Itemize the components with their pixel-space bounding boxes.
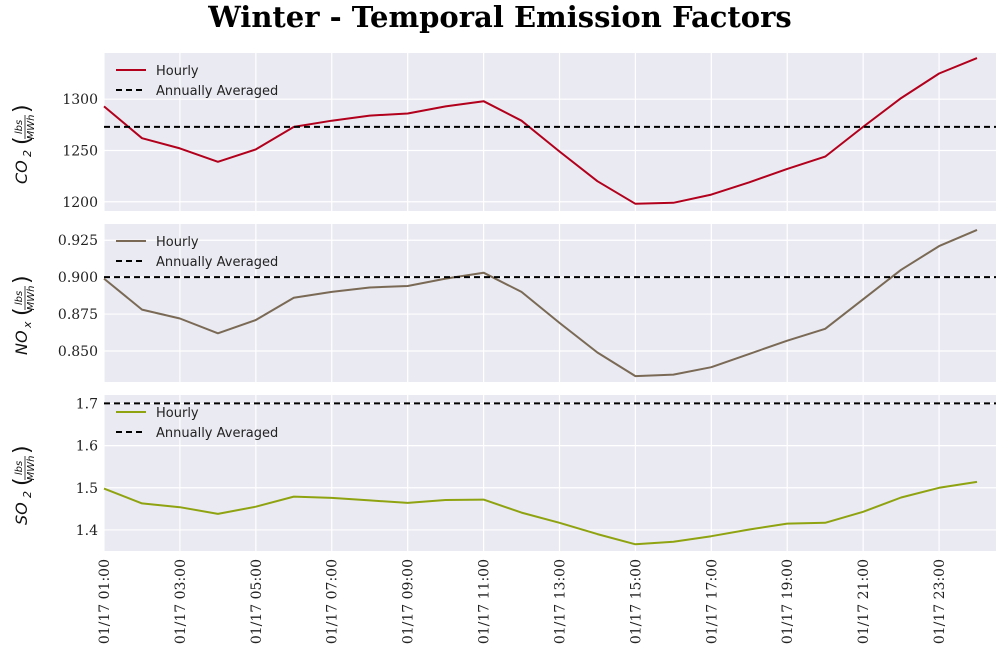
y-label-unit-numerator: lbs — [14, 291, 25, 305]
y-label-subscript: x — [21, 321, 34, 329]
x-tick-label: 01/17 15:00 — [628, 559, 644, 644]
legend-average-label: Annually Averaged — [156, 84, 278, 99]
y-label-main: NO — [12, 330, 31, 355]
y-label-paren-open: ( — [10, 136, 35, 145]
y-label-subscript: 2 — [21, 491, 34, 498]
x-tick-label: 01/17 21:00 — [856, 559, 872, 644]
y-tick-label: 1.7 — [76, 396, 98, 412]
plot-background-2 — [104, 224, 996, 382]
x-tick-label: 01/17 05:00 — [249, 559, 265, 644]
y-label-paren-close: ) — [10, 104, 35, 113]
x-tick-label: 01/17 13:00 — [552, 559, 568, 644]
plot-background-3 — [104, 395, 996, 551]
y-tick-label: 0.925 — [58, 233, 98, 249]
legend-hourly-label: Hourly — [156, 64, 199, 79]
legend-average-label: Annually Averaged — [156, 255, 278, 270]
y-label-paren-close: ) — [10, 445, 35, 454]
legend-hourly-label: Hourly — [156, 406, 199, 421]
y-axis-label: SO 2 ( lbs MWh) — [10, 445, 37, 525]
x-tick-label: 01/17 23:00 — [932, 559, 948, 644]
x-tick-label: 01/17 11:00 — [477, 559, 493, 644]
x-tick-label: 01/17 01:00 — [97, 559, 113, 644]
x-tick-label: 01/17 07:00 — [325, 559, 341, 644]
y-label-unit-numerator: lbs — [14, 461, 25, 475]
y-label-unit-numerator: lbs — [14, 120, 25, 134]
y-label-main: SO — [12, 502, 31, 525]
y-tick-label: 1.6 — [76, 439, 98, 455]
y-label-subscript: 2 — [21, 150, 34, 157]
x-tick-label: 01/17 09:00 — [401, 559, 417, 644]
y-label-unit-denominator: MWh — [26, 115, 37, 140]
y-label-paren-open: ( — [10, 307, 35, 316]
y-tick-label: 1300 — [62, 92, 98, 108]
x-tick-label: 01/17 19:00 — [780, 559, 796, 644]
y-axis-label: CO 2 ( lbs MWh) — [10, 104, 37, 184]
chart-title: Winter - Temporal Emission Factors — [208, 0, 792, 34]
hourly-series-line — [103, 57, 978, 205]
y-tick-label: 1200 — [62, 195, 98, 211]
hourly-series-line — [103, 480, 978, 546]
hourly-series-line — [103, 228, 978, 378]
y-tick-label: 1.4 — [76, 523, 98, 539]
plot-background-1 — [104, 53, 996, 211]
y-tick-label: 1.5 — [76, 481, 98, 497]
x-tick-label: 01/17 03:00 — [173, 559, 189, 644]
legend-average-label: Annually Averaged — [156, 426, 278, 441]
y-label-main: CO — [12, 160, 31, 184]
x-tick-label: 01/17 17:00 — [704, 559, 720, 644]
legend-hourly-label: Hourly — [156, 235, 199, 250]
y-axis-label: NOx ( lbs MWh) — [10, 275, 37, 355]
y-label-unit-denominator: MWh — [26, 286, 37, 311]
y-tick-label: 1250 — [62, 143, 98, 159]
y-tick-label: 0.900 — [58, 270, 98, 286]
y-label-unit-denominator: MWh — [26, 456, 37, 481]
y-label-paren-close: ) — [10, 275, 35, 284]
y-tick-label: 0.850 — [58, 344, 98, 360]
y-tick-label: 0.875 — [58, 307, 98, 323]
y-label-paren-open: ( — [10, 477, 35, 486]
